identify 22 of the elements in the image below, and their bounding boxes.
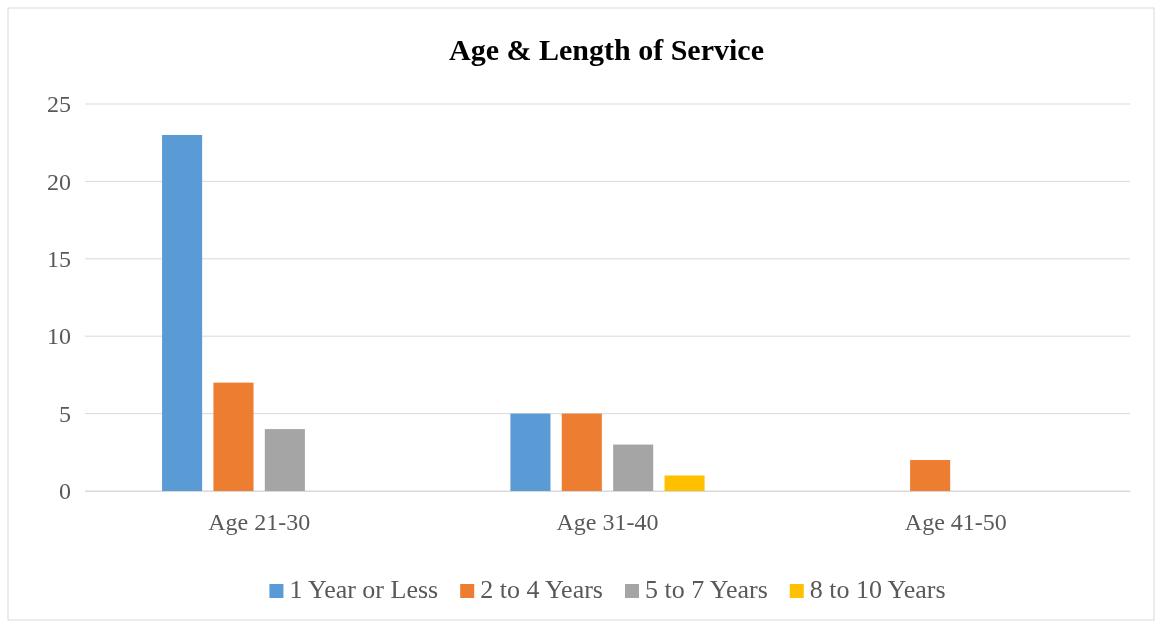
legend-label: 2 to 4 Years bbox=[480, 575, 603, 604]
legend-label: 8 to 10 Years bbox=[809, 575, 946, 604]
y-tick-label: 10 bbox=[47, 323, 71, 350]
x-tick-label: Age 21-30 bbox=[208, 509, 311, 536]
y-tick-label: 0 bbox=[59, 478, 71, 505]
legend-label: 5 to 7 Years bbox=[644, 575, 768, 604]
x-tick-label: Age 31-40 bbox=[556, 509, 659, 536]
chart-title: Age & Length of Service bbox=[449, 33, 764, 66]
y-tick-label: 20 bbox=[47, 168, 71, 195]
y-tick-label: 15 bbox=[47, 245, 71, 272]
bar bbox=[664, 475, 705, 491]
bar bbox=[264, 429, 305, 491]
bar bbox=[561, 413, 602, 491]
bar bbox=[162, 134, 203, 491]
x-tick-label: Age 41-50 bbox=[904, 509, 1007, 536]
bar bbox=[613, 444, 654, 491]
bar bbox=[910, 460, 951, 491]
y-tick-label: 25 bbox=[47, 91, 71, 118]
legend-label: 1 Year or Less bbox=[289, 575, 439, 604]
bar bbox=[510, 413, 551, 491]
y-tick-label: 5 bbox=[59, 400, 71, 427]
bar bbox=[213, 382, 254, 491]
